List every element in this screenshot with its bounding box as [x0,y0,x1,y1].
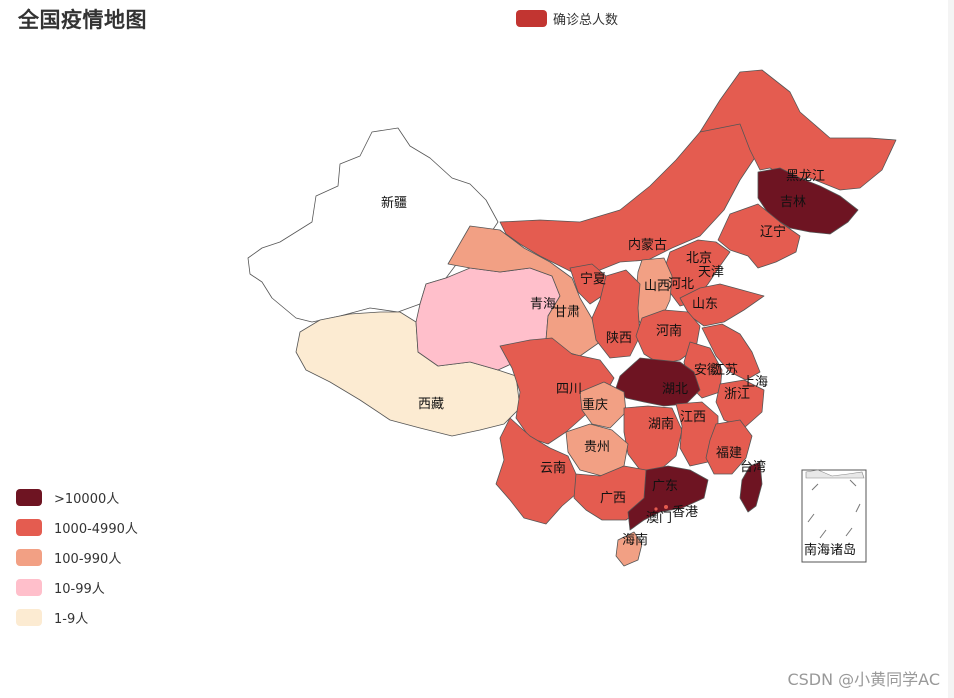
inset-coastline [805,469,865,479]
region-label: 安徽 [694,363,720,378]
series-legend-swatch[interactable] [516,9,547,27]
region-hainan[interactable] [615,531,643,567]
region-yunnan[interactable] [495,417,577,525]
region-label: 江苏 [712,362,738,378]
visual-map-swatch[interactable] [16,548,42,566]
region-label: 浙江 [724,387,750,402]
region-heilongjiang[interactable] [699,69,897,191]
chart-title: 全国疫情地图 [18,8,147,32]
region-shaanxi[interactable] [591,269,641,359]
region-chongqing[interactable] [579,381,627,429]
region-label: 四川 [556,382,582,397]
watermark: CSDN @小黄同学AC [787,670,940,689]
page-edge [948,0,954,698]
region-label: 江西 [680,410,706,425]
region-label: 河南 [656,323,682,339]
region-label: 重庆 [582,397,608,413]
region-label: 云南 [540,460,566,476]
visual-map-item[interactable]: 1000-4990人 [16,512,138,542]
region-label: 甘肃 [554,305,580,320]
region-label: 山东 [692,297,718,312]
region-label: 陕西 [606,331,632,346]
region-label: 吉林 [780,195,806,210]
region-label: 海南 [622,532,648,548]
region-label: 湖南 [648,416,674,432]
region-label: 河北 [668,277,694,292]
region-label: 福建 [716,446,742,461]
region-xinjiang[interactable] [247,127,499,323]
region-sichuan[interactable] [499,337,615,445]
visual-map-swatch[interactable] [16,518,42,536]
region-label: 台湾 [740,459,766,475]
visual-map-label[interactable]: 1000-4990人 [54,521,138,537]
visual-map-label[interactable]: 100-990人 [54,551,122,567]
region-label: 新疆 [381,195,407,211]
region-zhejiang[interactable] [715,379,765,429]
visual-map-item[interactable]: >10000人 [16,482,138,512]
visual-map-swatch[interactable] [16,488,42,506]
visual-map-item[interactable]: 10-99人 [16,572,138,602]
region-label: 广东 [652,479,678,494]
region-label: 青海 [530,297,556,312]
visual-map-legend[interactable]: >10000人 1000-4990人 100-990人 10-99人 1-9人 [16,482,138,632]
series-legend-label[interactable]: 确诊总人数 [553,12,619,28]
region-label: 湖北 [662,382,688,397]
region-liaoning[interactable] [717,203,801,269]
region-label: 西藏 [418,397,444,412]
region-label: 香港 [672,505,698,520]
region-xizang[interactable] [295,311,521,437]
region-label: 山西 [644,279,670,294]
region-hunan[interactable] [623,405,683,471]
visual-map-label[interactable]: 1-9人 [54,611,89,627]
visual-map-label[interactable]: 10-99人 [54,581,105,597]
region-label: 内蒙古 [628,237,667,253]
region-label: 上海 [742,375,768,390]
region-label: 贵州 [584,440,610,455]
region-label: 广西 [600,491,626,506]
region-guangdong[interactable] [627,465,709,531]
region-label: 辽宁 [760,224,786,240]
region-fujian[interactable] [705,419,753,475]
series-legend[interactable]: 确诊总人数 [516,9,619,28]
region-label: 天津 [698,265,724,280]
region-neimenggu[interactable] [499,111,761,277]
region-label: 北京 [686,251,712,266]
inset-island-lines [807,479,861,539]
visual-map-label[interactable]: >10000人 [54,491,120,507]
region-taiwan[interactable] [739,461,763,513]
region-hongkong[interactable] [664,505,668,509]
region-label: 南海诸岛 [804,542,856,558]
region-shandong[interactable] [679,283,765,327]
visual-map-item[interactable]: 100-990人 [16,542,138,572]
visual-map-swatch[interactable] [16,608,42,626]
region-jiangsu[interactable] [701,323,761,381]
region-label: 澳门 [646,510,672,526]
visual-map-swatch[interactable] [16,578,42,596]
region-label: 黑龙江 [786,169,825,184]
region-macau[interactable] [654,507,658,511]
visual-map-item[interactable]: 1-9人 [16,602,138,632]
region-label: 宁夏 [580,271,606,287]
